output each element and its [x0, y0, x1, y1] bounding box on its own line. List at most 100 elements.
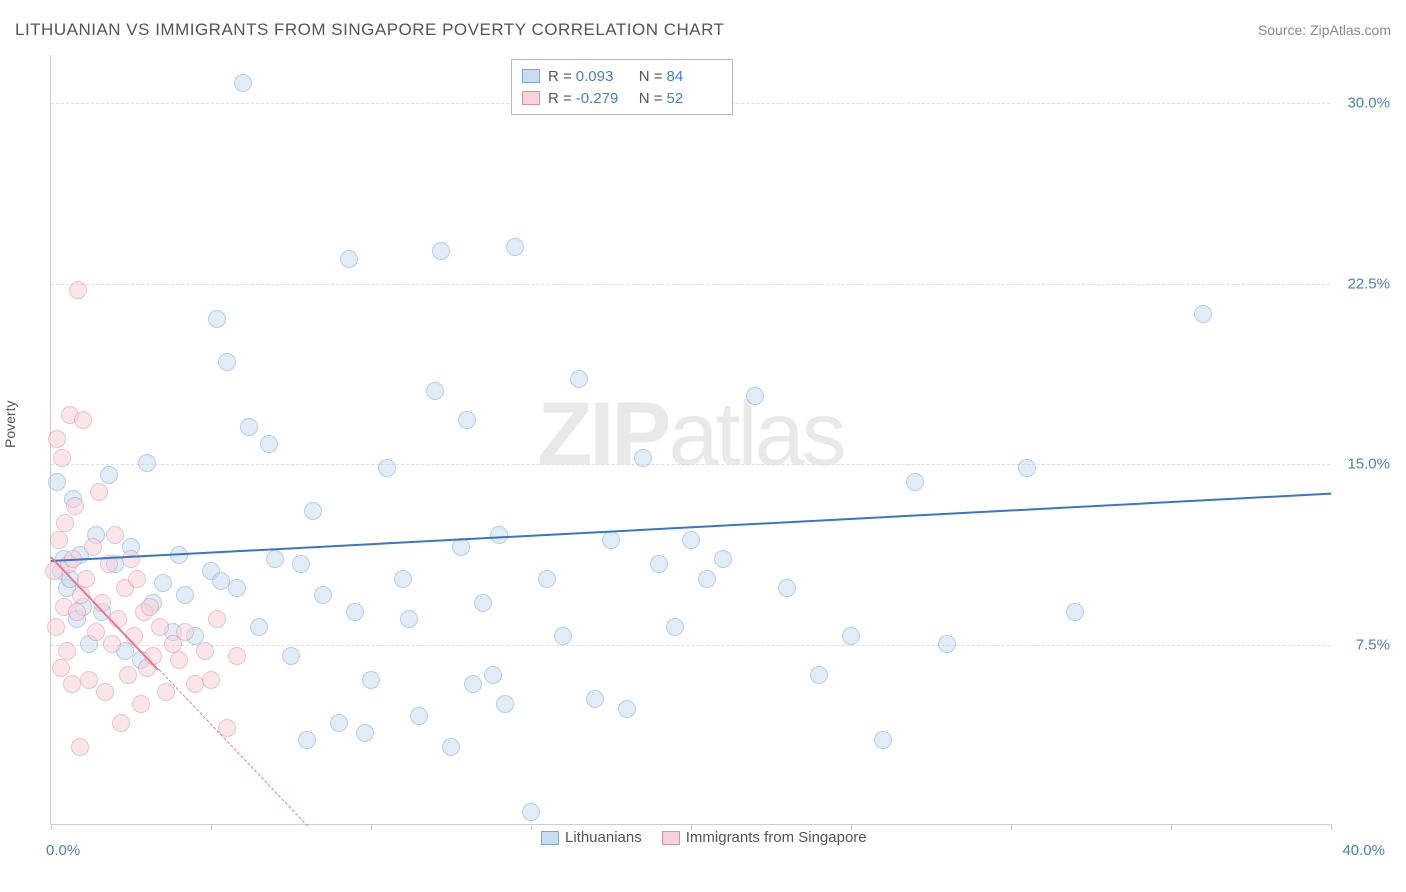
- data-point: [103, 635, 121, 653]
- data-point: [154, 574, 172, 592]
- data-point: [176, 586, 194, 604]
- data-point: [106, 526, 124, 544]
- data-point: [47, 618, 65, 636]
- x-tick: [1331, 824, 1332, 830]
- legend-label: Immigrants from Singapore: [686, 829, 867, 846]
- x-tick: [1011, 824, 1012, 830]
- data-point: [84, 538, 102, 556]
- data-point: [714, 550, 732, 568]
- data-point: [176, 623, 194, 641]
- data-point: [314, 586, 332, 604]
- data-point: [570, 370, 588, 388]
- legend-item: Immigrants from Singapore: [662, 829, 867, 846]
- data-point: [666, 618, 684, 636]
- data-point: [196, 642, 214, 660]
- data-point: [100, 466, 118, 484]
- data-point: [650, 555, 668, 573]
- data-point: [746, 387, 764, 405]
- data-point: [74, 411, 92, 429]
- legend-label: Lithuanians: [565, 829, 642, 846]
- x-tick: [371, 824, 372, 830]
- data-point: [394, 570, 412, 588]
- data-point: [938, 635, 956, 653]
- data-point: [128, 570, 146, 588]
- scatter-chart: ZIPatlas 7.5%15.0%22.5%30.0%0.0%40.0%R =…: [50, 55, 1330, 825]
- data-point: [538, 570, 556, 588]
- data-point: [442, 738, 460, 756]
- data-point: [522, 803, 540, 821]
- chart-title: LITHUANIAN VS IMMIGRANTS FROM SINGAPORE …: [15, 20, 724, 40]
- series-swatch: [522, 69, 540, 83]
- data-point: [63, 675, 81, 693]
- data-point: [356, 724, 374, 742]
- gridline: [51, 464, 1330, 465]
- data-point: [906, 473, 924, 491]
- data-point: [842, 627, 860, 645]
- n-stat: N = 84: [639, 68, 722, 85]
- data-point: [682, 531, 700, 549]
- data-point: [1194, 305, 1212, 323]
- data-point: [170, 651, 188, 669]
- data-point: [304, 502, 322, 520]
- stats-row: R = 0.093 N = 84: [522, 65, 722, 87]
- data-point: [554, 627, 572, 645]
- data-point: [87, 623, 105, 641]
- data-point: [282, 647, 300, 665]
- y-tick-label: 22.5%: [1347, 275, 1390, 292]
- y-tick-label: 15.0%: [1347, 456, 1390, 473]
- data-point: [432, 242, 450, 260]
- data-point: [250, 618, 268, 636]
- data-point: [634, 449, 652, 467]
- data-point: [378, 459, 396, 477]
- data-point: [410, 707, 428, 725]
- data-point: [69, 281, 87, 299]
- series-legend: Lithuanians Immigrants from Singapore: [541, 829, 867, 846]
- x-tick: [51, 824, 52, 830]
- r-stat: R = 0.093: [548, 68, 631, 85]
- data-point: [778, 579, 796, 597]
- data-point: [586, 690, 604, 708]
- data-point: [52, 659, 70, 677]
- data-point: [218, 353, 236, 371]
- stats-row: R = -0.279 N = 52: [522, 87, 722, 109]
- legend-swatch: [662, 831, 680, 845]
- data-point: [228, 579, 246, 597]
- data-point: [202, 671, 220, 689]
- x-tick: [1171, 824, 1172, 830]
- data-point: [292, 555, 310, 573]
- data-point: [400, 610, 418, 628]
- data-point: [1018, 459, 1036, 477]
- n-stat: N = 52: [639, 90, 722, 107]
- data-point: [132, 695, 150, 713]
- data-point: [53, 449, 71, 467]
- data-point: [228, 647, 246, 665]
- gridline: [51, 645, 1330, 646]
- data-point: [68, 603, 86, 621]
- data-point: [80, 671, 98, 689]
- data-point: [112, 714, 130, 732]
- data-point: [96, 683, 114, 701]
- data-point: [340, 250, 358, 268]
- data-point: [464, 675, 482, 693]
- trend-line: [51, 493, 1331, 562]
- data-point: [810, 666, 828, 684]
- data-point: [151, 618, 169, 636]
- data-point: [298, 731, 316, 749]
- data-point: [496, 695, 514, 713]
- data-point: [144, 647, 162, 665]
- data-point: [260, 435, 278, 453]
- data-point: [506, 238, 524, 256]
- data-point: [119, 666, 137, 684]
- x-label-left: 0.0%: [46, 842, 80, 859]
- data-point: [474, 594, 492, 612]
- series-swatch: [522, 91, 540, 105]
- data-point: [698, 570, 716, 588]
- correlation-stats-box: R = 0.093 N = 84 R = -0.279 N = 52: [511, 59, 733, 115]
- r-stat: R = -0.279: [548, 90, 631, 107]
- data-point: [50, 531, 68, 549]
- data-point: [618, 700, 636, 718]
- data-point: [240, 418, 258, 436]
- data-point: [48, 430, 66, 448]
- legend-item: Lithuanians: [541, 829, 642, 846]
- data-point: [484, 666, 502, 684]
